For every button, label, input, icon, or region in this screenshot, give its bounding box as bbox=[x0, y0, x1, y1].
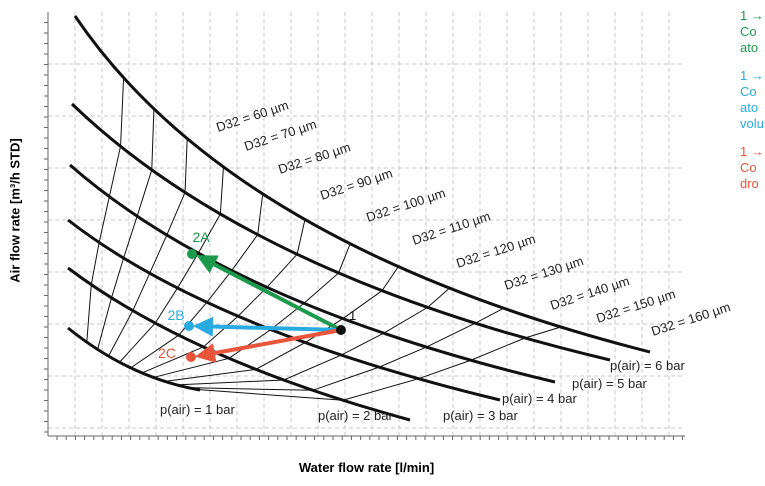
d32-iso-line bbox=[197, 326, 561, 401]
d32-label: D32 = 120 µm bbox=[454, 231, 537, 271]
arrow-2c bbox=[195, 328, 342, 363]
legend-line: 1 → bbox=[740, 8, 764, 23]
point-2a bbox=[187, 249, 197, 259]
point-2c bbox=[186, 352, 196, 362]
d32-iso-line bbox=[86, 77, 125, 343]
y-axis-label: Air flow rate [m³/h STD] bbox=[7, 137, 23, 283]
d32-label: D32 = 130 µm bbox=[502, 253, 585, 293]
d32-iso-line bbox=[141, 219, 306, 374]
point-label-2b: 2B bbox=[167, 307, 184, 323]
legend-line: ato bbox=[740, 40, 759, 55]
pressure-curve bbox=[67, 326, 201, 392]
d32-iso-line bbox=[176, 287, 450, 386]
d32-label: D32 = 100 µm bbox=[364, 185, 447, 225]
pressure-curve bbox=[67, 266, 411, 422]
legend-line: Co bbox=[740, 24, 757, 39]
arrow-2a bbox=[196, 255, 342, 332]
grid bbox=[48, 12, 685, 436]
pressure-curve bbox=[73, 15, 651, 354]
pressure-curve-label: p(air) = 3 bar bbox=[443, 408, 518, 423]
d32-iso-line bbox=[119, 166, 224, 363]
point-1 bbox=[336, 325, 346, 335]
legend-line: 1 → bbox=[740, 144, 764, 159]
legend-entry-2c: 1 → Co dro bbox=[740, 144, 765, 192]
legend-line: dro bbox=[740, 176, 759, 191]
legend-line: 1 → bbox=[740, 68, 764, 83]
point-label-2c: 2C bbox=[158, 345, 176, 361]
legend: 1 → Co ato 1 → Co ato volu 1 → Co dro bbox=[740, 8, 765, 204]
legend-line: volu bbox=[740, 116, 764, 131]
arrow-2b bbox=[193, 316, 342, 337]
d32-label: D32 = 80 µm bbox=[276, 139, 352, 176]
y-axis-label-wrap: Air flow rate [m³/h STD] bbox=[3, 60, 27, 360]
pressure-curve-label: p(air) = 4 bar bbox=[502, 391, 577, 406]
d32-iso-line bbox=[130, 193, 264, 369]
point-2b bbox=[184, 321, 194, 331]
pressure-curve-label: p(air) = 6 bar bbox=[610, 358, 685, 373]
pressure-curve bbox=[67, 218, 501, 402]
x-axis-label: Water flow rate [l/min] bbox=[298, 460, 435, 475]
d32-iso-line bbox=[97, 108, 155, 350]
point-label-1: 1 bbox=[349, 308, 356, 323]
pressure-curve-label: p(air) = 2 bar bbox=[318, 408, 393, 423]
legend-line: Co bbox=[740, 84, 757, 99]
d32-iso-line bbox=[188, 307, 504, 391]
legend-entry-2a: 1 → Co ato bbox=[740, 8, 765, 56]
pressure-curve-label: p(air) = 1 bar bbox=[160, 402, 235, 417]
d32-lines bbox=[86, 77, 561, 401]
pressure-curve-label: p(air) = 5 bar bbox=[572, 376, 647, 391]
d32-label: D32 = 90 µm bbox=[318, 165, 394, 202]
d32-iso-line bbox=[108, 138, 188, 357]
d32-label: D32 = 110 µm bbox=[410, 208, 492, 247]
legend-line: ato bbox=[740, 100, 759, 115]
point-label-2a: 2A bbox=[192, 229, 210, 245]
legend-line: Co bbox=[740, 160, 757, 175]
pressure-curve bbox=[70, 102, 611, 362]
pressure-curve bbox=[69, 163, 556, 384]
legend-entry-2b: 1 → Co ato volu bbox=[740, 68, 765, 132]
